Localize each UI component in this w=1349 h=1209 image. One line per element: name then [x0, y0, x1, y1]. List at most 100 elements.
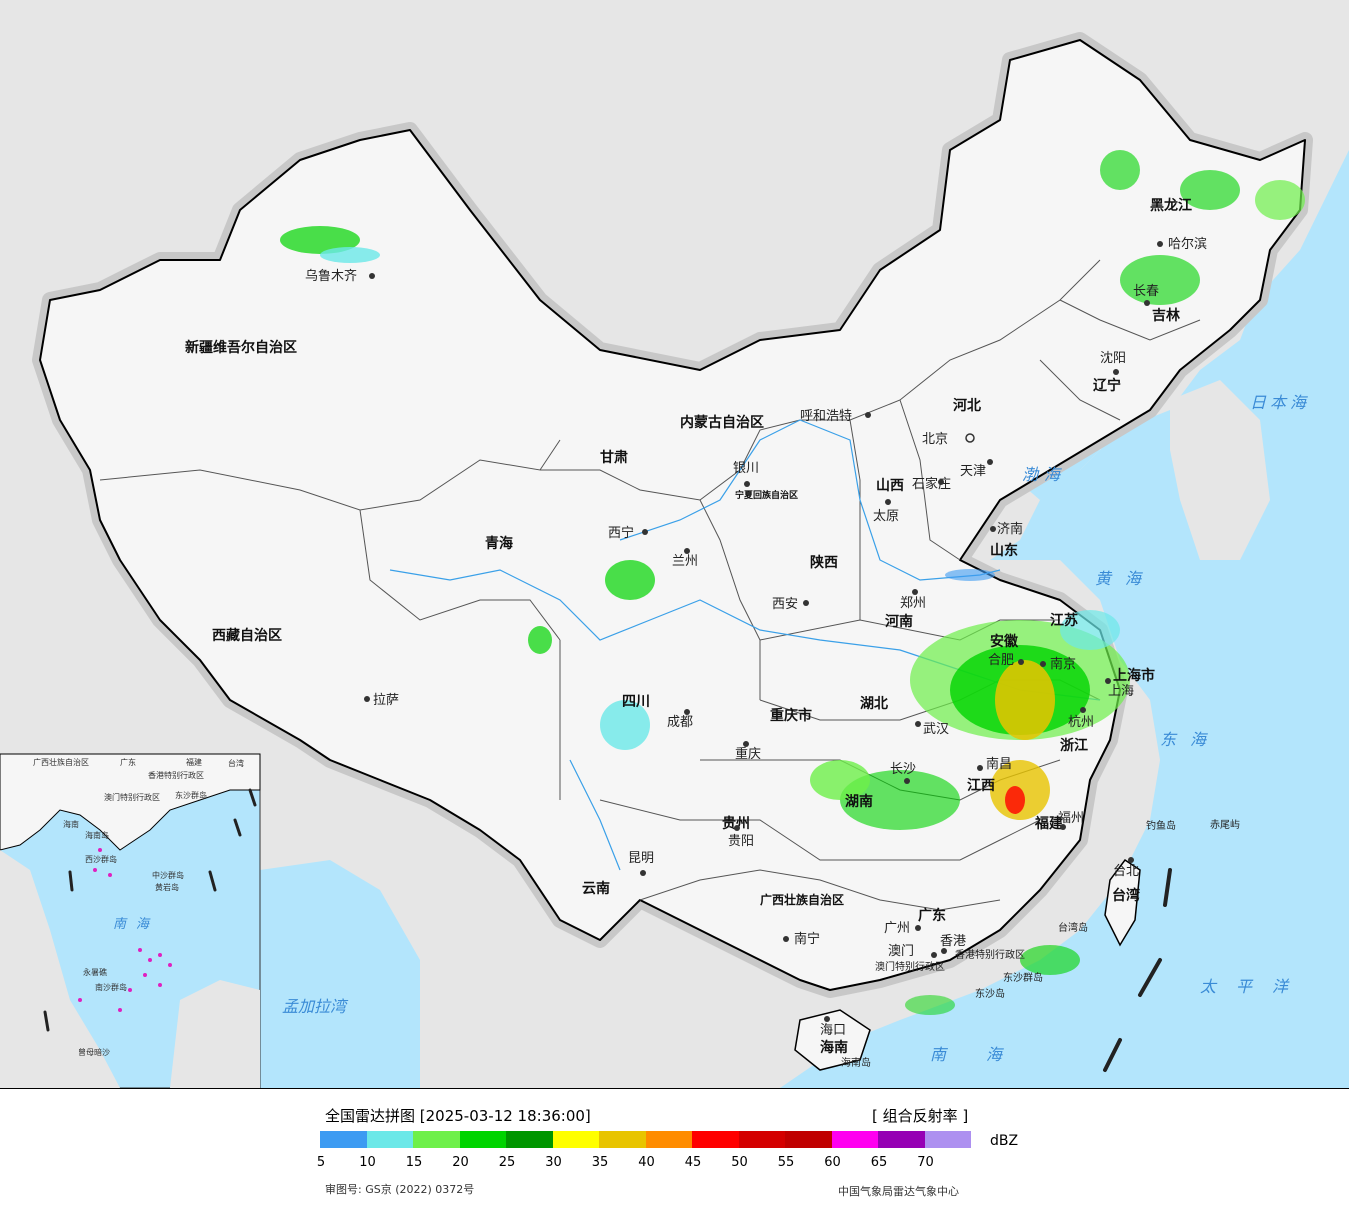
label-jiangsu: 江苏 [1050, 612, 1078, 629]
city-beijing: 北京 [922, 432, 948, 447]
legend-panel: 全国雷达拼图 [2025-03-12 18:36:00] [ 组合反射率 ] d… [0, 1088, 1349, 1209]
tick-label: 30 [545, 1155, 562, 1170]
label-zhejiang: 浙江 [1060, 737, 1088, 754]
city-fuzhou: 福州 [1058, 811, 1084, 826]
island-dongsha: 东沙岛 [975, 987, 1005, 1000]
inset-label-guangxi: 广西壮族自治区 [33, 757, 89, 767]
island-hainan: 海南岛 [841, 1056, 871, 1069]
korea-japan [1170, 380, 1270, 560]
color-swatch [738, 1131, 785, 1148]
label-taiwan: 台湾 [1112, 887, 1140, 904]
island-taiwan: 台湾岛 [1058, 921, 1088, 934]
label-hongkong: 香港特别行政区 [955, 948, 1025, 961]
city-changsha: 长沙 [890, 762, 916, 777]
inset-label-nanhai: 南海 [113, 917, 159, 932]
city-shijiazhuang: 石家庄 [912, 476, 951, 492]
label-sichuan: 四川 [622, 694, 650, 710]
inset-label-huangyan: 黄岩岛 [155, 882, 179, 892]
label-shanxi: 山西 [876, 478, 904, 494]
label-guizhou: 贵州 [722, 815, 750, 832]
label-heilongjiang: 黑龙江 [1150, 197, 1192, 214]
south-china-sea-inset: 广西壮族自治区 广东 福建 台湾 香港特别行政区 澳门特别行政区 东沙群岛 海南… [0, 753, 261, 1088]
tick-label: 15 [405, 1155, 423, 1170]
color-swatch [645, 1131, 692, 1148]
label-ningxia: 宁夏回族自治区 [735, 489, 798, 501]
sea-bay-of-bengal [260, 860, 420, 1088]
city-shenyang: 沈阳 [1100, 351, 1126, 366]
city-changchun: 长春 [1133, 284, 1159, 299]
city-lanzhou: 兰州 [672, 554, 698, 569]
city-guangzhou: 广州 [884, 921, 910, 936]
inset-label-nansha: 南沙群岛 [95, 982, 127, 992]
boundary-dashes [1103, 868, 1172, 1072]
city-xining: 西宁 [608, 525, 634, 541]
city-hangzhou: 杭州 [1068, 715, 1094, 730]
tick-label: 50 [731, 1155, 748, 1170]
color-swatch [506, 1131, 553, 1148]
city-macau: 澳门 [888, 943, 914, 959]
island-diaoyu: 钓鱼岛 [1146, 819, 1176, 832]
label-henan: 河南 [885, 613, 913, 630]
city-urumqi: 乌鲁木齐 [305, 268, 357, 284]
radar-echoes [280, 150, 1305, 1015]
label-neimenggu: 内蒙古自治区 [680, 414, 764, 431]
color-swatch [878, 1131, 925, 1148]
label-xinjiang: 新疆维吾尔自治区 [185, 339, 297, 356]
province-labels: 新疆维吾尔自治区 西藏自治区 青海 甘肃 内蒙古自治区 黑龙江 吉林 辽宁 河北… [185, 197, 1192, 1056]
label-shaanxi: 陕西 [810, 554, 838, 571]
tick-label: 25 [498, 1155, 516, 1170]
color-swatch [413, 1131, 460, 1148]
inset-label-macau: 澳门特别行政区 [104, 792, 160, 802]
color-bar [320, 1131, 971, 1148]
sea-label-nanhai: 南海 [930, 1045, 1042, 1064]
tick-label: 45 [684, 1155, 702, 1170]
city-nanjing: 南京 [1050, 656, 1076, 672]
label-yunnan: 云南 [582, 880, 610, 897]
color-swatch [924, 1131, 971, 1148]
label-jilin: 吉林 [1152, 307, 1180, 324]
sea-label-donghai: 东海 [1160, 730, 1220, 749]
inset-label-yongshu: 永暑礁 [83, 967, 107, 977]
city-shanghai: 上海 [1108, 684, 1134, 699]
city-haikou: 海口 [820, 1023, 846, 1038]
sea-label-japan: 日本海 [1250, 393, 1310, 412]
tick-label: 10 [359, 1155, 376, 1170]
inset-label-xisha: 西沙群岛 [85, 854, 117, 864]
island-chiwei: 赤尾屿 [1210, 819, 1240, 831]
sea-east [780, 150, 1349, 1088]
tick-label: 70 [917, 1155, 934, 1170]
sea-label-pacific: 太平洋 [1200, 977, 1308, 996]
color-swatch [366, 1131, 413, 1148]
source-org: 中国气象局雷达气象中心 [838, 1185, 959, 1198]
city-chengdu: 成都 [667, 715, 693, 730]
inset-label-hainan-island: 海南岛 [85, 830, 109, 840]
unit-label: dBZ [990, 1133, 1019, 1149]
label-guangxi: 广西壮族自治区 [760, 892, 844, 907]
inset-label-hongkong: 香港特别行政区 [148, 770, 204, 780]
city-kunming: 昆明 [628, 851, 654, 866]
city-xian: 西安 [772, 597, 798, 612]
product-name: [ 组合反射率 ] [872, 1107, 969, 1125]
color-swatch [599, 1131, 646, 1148]
tick-label: 60 [824, 1155, 841, 1170]
city-wuhan: 武汉 [923, 722, 949, 737]
city-nanchang: 南昌 [986, 756, 1012, 772]
tick-labels: 5 10 15 20 25 30 35 40 45 50 55 60 65 70 [306, 1155, 986, 1173]
label-liaoning: 辽宁 [1093, 377, 1121, 394]
inset-label-zhongsha: 中沙群岛 [152, 870, 184, 880]
radar-map: 新疆维吾尔自治区 西藏自治区 青海 甘肃 内蒙古自治区 黑龙江 吉林 辽宁 河北… [0, 0, 1349, 1088]
map-title: 全国雷达拼图 [2025-03-12 18:36:00] [325, 1107, 591, 1125]
color-swatch [552, 1131, 599, 1148]
tick-label: 20 [452, 1155, 469, 1170]
sea-labels: 日本海 渤海 黄海 东海 太平洋 南海 孟加拉湾 [282, 393, 1310, 1064]
taiwan-island [1104, 858, 1141, 947]
label-hunan: 湖南 [845, 793, 873, 810]
label-hubei: 湖北 [860, 696, 888, 712]
inset-label-taiwan: 台湾 [228, 758, 244, 768]
color-swatch [320, 1131, 367, 1148]
city-chongqing: 重庆 [735, 746, 761, 762]
sea-label-bohai: 渤海 [1022, 465, 1066, 484]
approval-number: 审图号: GS京 (2022) 0372号 [325, 1183, 475, 1196]
city-yinchuan: 银川 [733, 461, 759, 476]
inset-label-dongsha: 东沙群岛 [175, 790, 207, 800]
